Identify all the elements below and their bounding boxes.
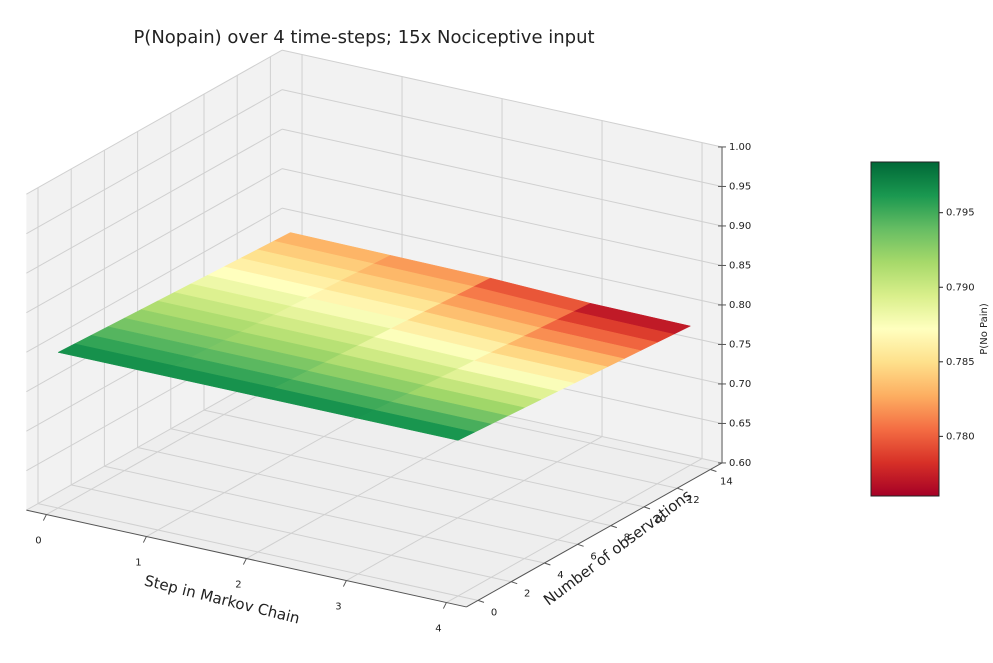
tick-mark	[610, 525, 617, 529]
z-tick-label: 0.65	[729, 418, 751, 429]
y-tick-label: 4	[557, 570, 563, 581]
colorbar-tick-label: 0.790	[946, 282, 975, 293]
axis-labels: 01234024681012140.600.650.700.750.800.85…	[35, 142, 751, 635]
grid-line	[26, 128, 283, 274]
y-tick-label: 8	[624, 533, 630, 544]
z-tick-label: 0.85	[729, 260, 751, 271]
z-tick-label: 0.80	[729, 300, 751, 311]
z-tick-label: 1.00	[729, 142, 751, 153]
x-tick-label: 2	[235, 580, 241, 591]
grid-line	[26, 168, 283, 314]
tick-mark	[142, 536, 147, 543]
colorbar-tick-label: 0.780	[946, 431, 975, 442]
z-tick-label: 0.60	[729, 458, 751, 469]
z-tick-label: 0.70	[729, 379, 751, 390]
grid-line	[446, 458, 703, 603]
y-tick-label: 0	[491, 607, 497, 618]
grid-line	[170, 428, 611, 527]
x-tick-label: 3	[335, 602, 341, 613]
colorbar-tick-label: 0.795	[946, 208, 975, 219]
colorbar	[870, 161, 940, 497]
grid-line	[104, 465, 545, 564]
colorbar-label: P(No Pain)	[979, 303, 990, 355]
chart-title: P(Nopain) over 4 time-steps; 15x Nocicep…	[133, 27, 594, 48]
y-tick-label: 12	[687, 495, 700, 506]
tick-mark	[544, 562, 551, 566]
x-axis-label: Step in Markov Chain	[143, 571, 302, 627]
grid-line	[26, 207, 283, 353]
grid-line	[26, 49, 283, 195]
tick-mark	[643, 506, 651, 510]
tick-mark	[442, 602, 447, 609]
tick-mark	[477, 599, 485, 603]
grid-line	[203, 409, 645, 508]
colorbar-tick-label: 0.785	[946, 357, 975, 368]
surface-facet	[357, 409, 476, 441]
y-tick-label: 2	[524, 589, 530, 600]
tick-mark	[511, 581, 518, 585]
z-tick-label: 0.95	[729, 181, 751, 192]
tick-mark	[42, 514, 47, 521]
z-tick-label: 0.90	[729, 221, 751, 232]
grid-line	[281, 128, 723, 227]
y-tick-label: 14	[720, 477, 733, 488]
grid-line	[281, 168, 723, 266]
surface	[57, 232, 692, 441]
x-axis-line	[26, 509, 467, 608]
y-tick-label: 6	[590, 551, 596, 562]
x-tick-label: 4	[435, 624, 441, 635]
grid-line	[37, 503, 479, 601]
grid-line	[71, 484, 512, 583]
grid-line	[137, 447, 578, 545]
tick-mark	[242, 558, 247, 565]
tick-mark	[342, 580, 347, 587]
tick-mark	[677, 487, 684, 491]
y-tick-label: 10	[654, 514, 667, 525]
grid-line	[26, 89, 283, 235]
grid-line	[346, 436, 603, 581]
z-tick-label: 0.75	[729, 339, 751, 350]
y-axis-line	[466, 462, 723, 608]
tick-mark	[577, 543, 584, 547]
grid-line	[281, 89, 723, 187]
tick-mark	[710, 469, 717, 472]
grid-line	[281, 49, 723, 148]
x-tick-label: 0	[35, 536, 41, 547]
x-tick-label: 1	[135, 558, 141, 569]
grid-line	[281, 207, 723, 306]
